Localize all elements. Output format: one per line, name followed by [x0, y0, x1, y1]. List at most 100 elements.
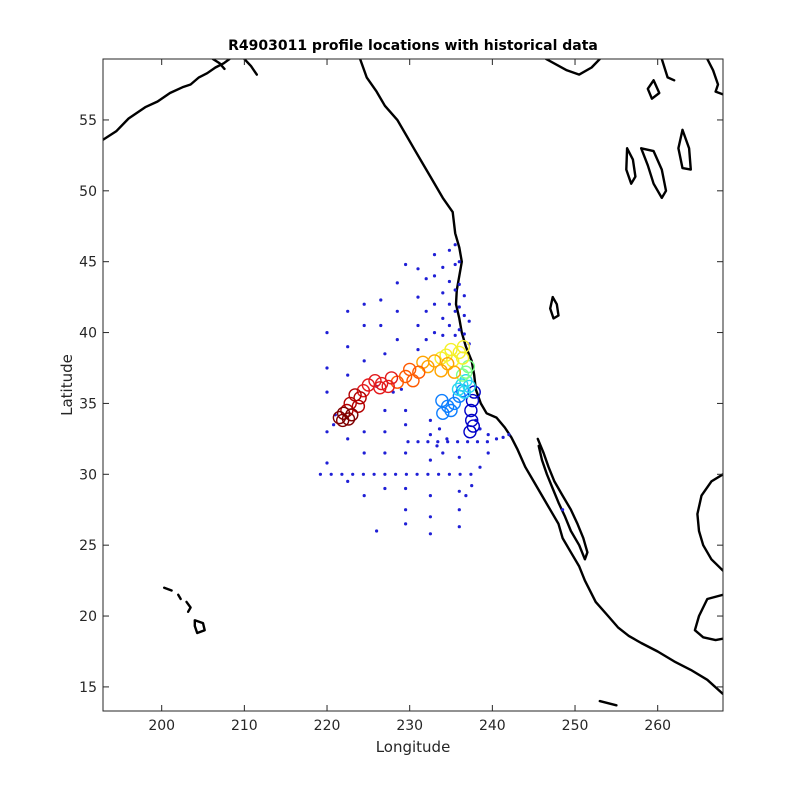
historical-profile-point — [470, 484, 474, 488]
y-tick-label: 40 — [79, 326, 97, 342]
historical-profile-point — [340, 472, 344, 476]
historical-profile-point — [362, 323, 366, 328]
historical-profile-point — [453, 333, 457, 337]
historical-profile-point — [428, 494, 432, 498]
historical-profile-point — [437, 472, 441, 476]
historical-profile-point — [457, 328, 461, 332]
float-profile-point — [336, 413, 350, 428]
historical-profile-point — [404, 522, 408, 526]
coastline-11 — [640, 147, 668, 200]
coastline-layer — [103, 59, 723, 707]
historical-profile-point — [457, 260, 461, 264]
historical-profile-point — [332, 423, 336, 427]
y-axis-label: Latitude — [58, 354, 76, 416]
historical-profile-point — [441, 333, 445, 337]
float-profile-point — [332, 410, 347, 425]
float-profile-point — [381, 379, 395, 394]
historical-profile-point — [325, 461, 329, 465]
historical-profile-point — [475, 440, 480, 444]
x-tick-label: 240 — [479, 718, 506, 734]
historical-profile-point — [362, 430, 366, 434]
float-profile-point — [384, 371, 399, 385]
historical-profile-point — [399, 387, 403, 391]
historical-profile-point — [362, 302, 366, 306]
axis-ticks: 200 210 220 230 240 250 260 15 20 25 30 35 40 45 50 55 — [79, 59, 723, 734]
float-profile-point — [465, 393, 480, 408]
float-profile-point — [412, 365, 426, 379]
x-tick-label: 220 — [314, 718, 341, 734]
historical-profile-point — [325, 331, 329, 335]
historical-profile-point — [346, 373, 350, 377]
historical-profile-point — [457, 282, 461, 286]
coastline-2 — [693, 593, 723, 642]
historical-profile-point — [325, 430, 329, 434]
coastline-10 — [677, 128, 692, 171]
historical-profile-point — [467, 319, 471, 323]
coastline-9 — [706, 59, 723, 96]
historical-profile-point — [404, 451, 408, 455]
historical-profile-point — [416, 323, 420, 328]
historical-profile-point — [379, 323, 383, 328]
coastline-15 — [162, 586, 173, 592]
historical-profile-point — [494, 437, 499, 441]
x-axis-label: Longitude — [376, 738, 451, 756]
coastline-6 — [211, 59, 226, 71]
historical-profile-point — [404, 486, 408, 491]
historical-profile-point — [441, 451, 445, 455]
historical-profile-point — [457, 508, 461, 512]
coastline-12 — [625, 147, 637, 185]
historical-profile-point — [453, 288, 457, 292]
historical-profile-point — [424, 277, 428, 281]
float-profile-point — [455, 351, 470, 365]
historical-profile-point — [453, 309, 457, 313]
historical-profile-point — [501, 435, 505, 439]
y-tick-label: 20 — [79, 609, 97, 625]
historical-profile-point — [404, 423, 408, 427]
historical-profile-point — [325, 390, 329, 394]
historical-profile-point — [395, 281, 399, 285]
coastline-16 — [176, 593, 182, 601]
float-profile-point — [353, 391, 367, 405]
historical-profile-point — [383, 472, 387, 476]
chart-title: R4903011 profile locations with historic… — [228, 38, 598, 54]
historical-profile-point — [445, 437, 449, 441]
x-tick-label: 200 — [148, 718, 175, 734]
historical-profile-point — [426, 472, 430, 476]
coastline-19 — [598, 699, 618, 707]
x-tick-label: 260 — [644, 718, 671, 734]
historical-profile-point — [457, 305, 461, 309]
historical-profile-point — [424, 309, 428, 313]
historical-profile-point — [395, 309, 399, 313]
historical-profile-point — [346, 345, 350, 349]
historical-profile-point — [478, 465, 482, 469]
historical-profile-point — [395, 338, 399, 342]
x-tick-label: 230 — [396, 718, 423, 734]
historical-profile-point — [456, 440, 460, 444]
y-tick-label: 45 — [79, 255, 97, 271]
float-profile-point — [436, 406, 450, 420]
x-tick-label: 210 — [231, 718, 258, 734]
historical-profile-point — [346, 437, 350, 441]
float-profile-point — [441, 399, 455, 413]
y-tick-label: 25 — [79, 538, 97, 554]
y-tick-label: 35 — [79, 396, 97, 412]
historical-profile-point — [446, 440, 450, 444]
historical-profile-point — [441, 265, 445, 269]
historical-profile-point — [457, 455, 461, 459]
historical-profile-point — [432, 302, 437, 306]
historical-profile-point — [426, 440, 430, 444]
historical-profile-point — [428, 515, 432, 519]
historical-profile-point — [416, 295, 420, 299]
historical-profile-point — [404, 472, 408, 476]
historical-profile-point — [329, 472, 333, 476]
historical-profile-point — [464, 494, 468, 498]
historical-profile-point — [351, 472, 355, 476]
float-profile-point — [373, 381, 387, 395]
historical-profile-point — [447, 279, 451, 284]
historical-profile-point — [404, 408, 408, 413]
y-tick-label: 15 — [79, 680, 97, 696]
float-profile-point — [441, 357, 455, 371]
historical-profile-point — [453, 262, 457, 267]
